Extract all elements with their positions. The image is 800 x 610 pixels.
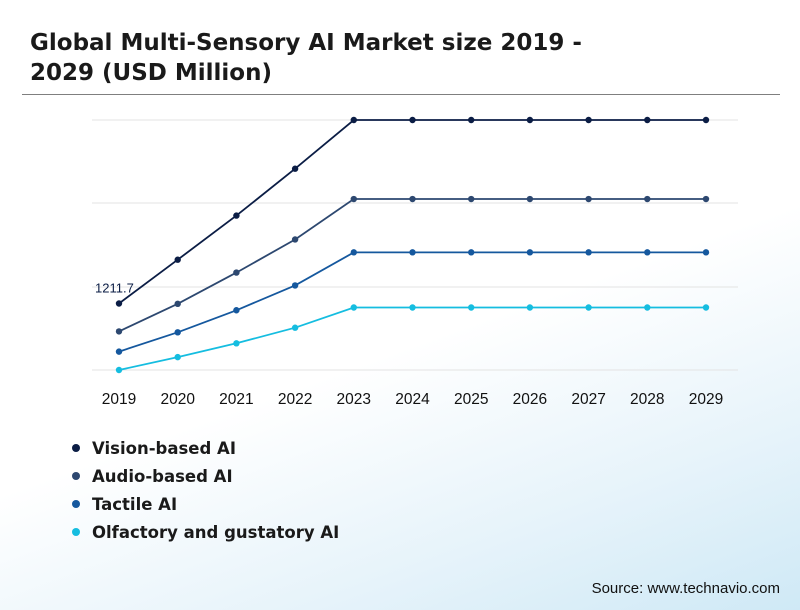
x-tick-label-2: 2021 [219, 391, 253, 408]
data-point-s3-0 [115, 366, 123, 374]
x-tick-label-7: 2026 [513, 391, 547, 408]
data-point-s0-2 [233, 212, 240, 219]
series-line-3 [118, 306, 706, 371]
data-point-s1-0 [115, 328, 123, 335]
legend-label-audio: Audio-based AI [92, 466, 233, 486]
x-tick-label-1: 2020 [160, 391, 195, 408]
x-tick-label-0: 2019 [102, 391, 136, 408]
data-point-s0-0 [115, 300, 123, 307]
data-point-s0-8 [585, 116, 592, 124]
data-point-s2-2 [233, 307, 240, 314]
data-point-s0-7 [526, 116, 534, 124]
data-point-s2-9 [644, 249, 651, 256]
data-point-s3-4 [350, 304, 357, 311]
legend-item-olfactory: Olfactory and gustatory AI [72, 518, 339, 546]
data-point-s3-10 [702, 304, 710, 311]
legend-item-vision: Vision-based AI [72, 434, 339, 462]
x-tick-label-6: 2025 [454, 391, 488, 408]
x-tick-label-8: 2027 [571, 391, 605, 408]
legend-label-tactile: Tactile AI [92, 494, 178, 514]
data-point-s2-5 [409, 249, 416, 256]
x-tick-label-3: 2022 [278, 391, 312, 408]
x-tick-label-10: 2029 [689, 391, 723, 408]
data-point-s3-8 [585, 304, 592, 311]
series-line-2 [118, 251, 706, 353]
data-point-s0-10 [702, 116, 710, 124]
x-tick-label-5: 2024 [395, 391, 430, 408]
chart-title: Global Multi-Sensory AI Market size 2019… [30, 30, 582, 86]
data-point-s3-5 [409, 304, 416, 311]
data-point-s0-5 [409, 116, 416, 124]
data-point-s2-3 [291, 282, 299, 289]
data-point-s0-9 [644, 116, 651, 124]
data-point-s1-3 [291, 236, 299, 243]
data-point-s0-4 [350, 116, 357, 124]
series-line-0 [118, 119, 706, 305]
data-point-s1-10 [702, 195, 710, 203]
data-point-s3-1 [174, 353, 181, 361]
legend-marker-tactile [72, 500, 80, 508]
data-point-s3-6 [468, 304, 475, 311]
data-point-s0-1 [174, 256, 181, 263]
legend-marker-audio [72, 472, 80, 480]
legend-label-olfactory: Olfactory and gustatory AI [92, 522, 340, 542]
data-point-s1-4 [350, 195, 357, 203]
data-point-s2-10 [702, 249, 710, 256]
data-point-s2-4 [350, 249, 357, 256]
data-point-s0-6 [468, 116, 475, 124]
data-label-0: 1211.7 [95, 281, 134, 296]
data-point-s2-8 [585, 249, 592, 256]
data-point-s0-3 [291, 165, 299, 172]
data-point-s1-9 [644, 195, 651, 203]
data-point-s1-7 [526, 195, 534, 203]
data-point-s1-1 [174, 300, 181, 308]
data-point-s3-2 [233, 340, 240, 347]
data-point-s2-6 [468, 249, 475, 256]
chart-legend: Vision-based AI Audio-based AI Tactile A… [72, 434, 339, 546]
data-point-s3-9 [644, 304, 651, 311]
legend-marker-olfactory [72, 528, 80, 536]
x-tick-label-4: 2023 [337, 391, 371, 408]
series-line-1 [118, 198, 706, 333]
source-credit: Source: www.technavio.com [591, 580, 780, 597]
data-point-s1-6 [468, 195, 475, 203]
data-point-s1-5 [409, 195, 416, 203]
data-point-s1-2 [233, 269, 240, 276]
title-divider [22, 94, 780, 95]
data-point-s3-3 [291, 324, 299, 331]
data-point-s2-1 [174, 329, 181, 336]
data-point-s2-7 [526, 249, 534, 256]
legend-marker-vision [72, 444, 80, 452]
data-point-s2-0 [115, 348, 123, 355]
legend-item-audio: Audio-based AI [72, 462, 339, 490]
legend-item-tactile: Tactile AI [72, 490, 339, 518]
x-tick-label-9: 2028 [630, 391, 664, 408]
data-point-s3-7 [526, 304, 534, 311]
legend-label-vision: Vision-based AI [92, 438, 236, 458]
data-point-s1-8 [585, 195, 592, 203]
